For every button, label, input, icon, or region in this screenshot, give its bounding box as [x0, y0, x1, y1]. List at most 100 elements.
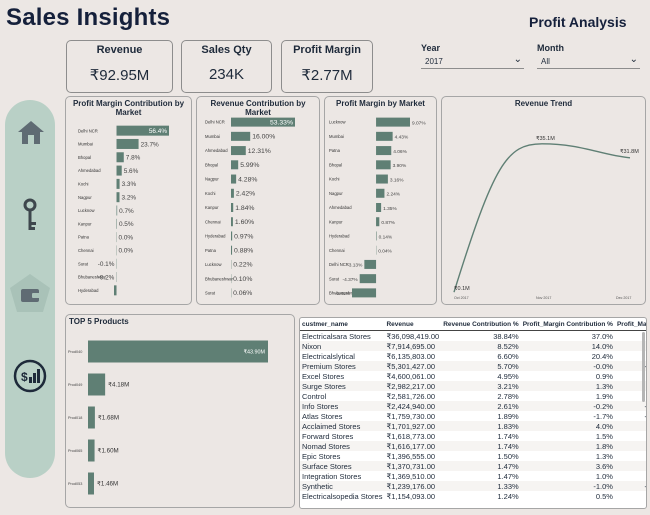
table-cell: 4.95% — [497, 371, 519, 381]
table-row[interactable]: Electricalslytical ₹6,135,803.00 6.60% 20.4… — [300, 351, 646, 361]
table-row[interactable]: Nomad Stores₹1,616,177.001.74%1.8%3.13% — [300, 441, 646, 451]
table-cell: 38.84% — [493, 331, 519, 341]
data-label: 0.0% — [119, 234, 134, 241]
category-label: Kanpur — [205, 205, 219, 210]
table-scrollbar[interactable] — [642, 332, 645, 402]
bar — [116, 205, 118, 216]
category-label: Hyderabad — [78, 288, 99, 293]
table-cell: 1.99% — [615, 471, 646, 481]
data-label: 1.35% — [383, 206, 397, 212]
key-icon[interactable] — [20, 198, 40, 239]
table-cell: 20.4% — [591, 351, 613, 361]
table-cell: 37.0% — [591, 331, 613, 341]
bar — [88, 406, 95, 429]
table-row[interactable]: Electricalsara Stores ₹36,098,419.00 38.84… — [300, 331, 646, 342]
data-label: ₹31.8M — [620, 148, 639, 155]
bar — [352, 288, 377, 298]
kpi-revenue-card: Revenue ₹92.95M — [66, 40, 173, 93]
bar — [231, 203, 234, 212]
table-row[interactable]: Atlas Stores ₹1,759,730.00 1.89% -1.7% -2.68… — [300, 411, 647, 421]
table-cell: ₹1,396,555.00 — [386, 451, 436, 461]
category-label: Nagpur — [329, 191, 343, 196]
table-row[interactable]: Epic Stores ₹1,396,555.00 1.50% 1.3%2.67% — [300, 451, 646, 461]
category-label: Nagpur — [205, 177, 219, 182]
category-label: Bhubaneshwar — [205, 276, 234, 281]
table-row[interactable]: Synthetic₹1,239,176.001.33%-1.0%-2.22% — [300, 481, 646, 491]
data-label: 0.14% — [379, 234, 393, 240]
table-cell: 14.0% — [520, 341, 615, 351]
category-label: Kochi — [205, 191, 216, 196]
table-cell: ₹2,424,940.00 — [384, 401, 442, 411]
table-row[interactable]: Surface Stores₹1,370,731.001.47%3.6%7.20… — [300, 461, 646, 471]
data-label: 5.99% — [240, 162, 259, 169]
data-label: 3.90% — [393, 163, 407, 169]
table-cell: 1.5% — [595, 431, 613, 441]
category-label: Prod065 — [68, 449, 82, 453]
table-row[interactable]: Info Stores₹2,424,940.002.61%-0.2%-0.18% — [300, 401, 646, 411]
data-label: 4.43% — [395, 135, 409, 141]
table-header-row: custmer_name Revenue Revenue Contributio… — [300, 318, 646, 331]
category-label: Kochi — [329, 177, 340, 182]
bar — [231, 217, 233, 227]
month-filter-dropdown[interactable]: All ⌄ — [537, 54, 640, 69]
bar — [376, 188, 385, 198]
data-label: 16.00% — [252, 134, 275, 141]
category-label: Delhi NCR — [205, 120, 225, 125]
bar — [116, 152, 124, 163]
chart-title: Profit Margin Contribution by Market — [72, 99, 185, 117]
chevron-down-icon: ⌄ — [629, 54, 638, 65]
bar — [231, 117, 295, 127]
wallet-icon[interactable] — [8, 272, 52, 321]
category-label: Bhopal — [78, 155, 91, 160]
home-icon[interactable] — [17, 118, 45, 151]
svg-text:$: $ — [21, 370, 28, 384]
category-label: Patna — [78, 235, 90, 240]
column-header[interactable]: Profit_Margin Contribution % — [520, 318, 615, 331]
table-row[interactable]: Control₹2,581,726.002.78%1.9%2.08% — [300, 391, 646, 401]
table-cell: ₹6,135,803.00 — [386, 351, 436, 361]
table-cell: 0.5% — [595, 491, 613, 501]
chart-svg: Lucknow 9.07% Mumbai 4.43% Patna 4.06% Bhopal 3… — [329, 117, 426, 298]
table-row[interactable]: Surge Stores₹2,982,217.003.21%1.3%1.17% — [300, 381, 646, 391]
data-label: 4.28% — [238, 176, 257, 183]
table-cell: 3.6% — [520, 461, 615, 471]
year-filter-value: 2017 — [425, 57, 443, 66]
data-label: 2.24% — [386, 192, 400, 198]
table-row[interactable]: Nixon₹7,914,695.008.52%14.0%4.90% — [300, 341, 646, 351]
column-header[interactable]: custmer_name — [300, 318, 385, 331]
table-cell: -2.68% — [644, 411, 647, 421]
table-cell: -0.0% — [520, 361, 615, 371]
table-cell: -1.7% — [593, 411, 613, 421]
table-row[interactable]: Premium Stores₹5,301,427.005.70%-0.0%-0.… — [300, 361, 646, 371]
data-label: 9.07% — [412, 120, 426, 126]
column-header[interactable]: Revenue — [384, 318, 442, 331]
table-cell: 2.61% — [441, 401, 521, 411]
kpi-label: Profit Margin — [293, 44, 361, 56]
category-label: Nagpur — [78, 195, 92, 200]
table-row[interactable]: Forward Stores ₹1,618,773.00 1.74% 1.5%2.62… — [300, 431, 646, 441]
table-row[interactable]: Excel Stores₹4,600,061.004.95%0.9%0.54% — [300, 371, 646, 381]
table-cell: -1.0% — [520, 481, 615, 491]
chart-svg: Prod040 ₹43.90M Prod049 ₹4.18M Prod018 ₹1.68M… — [68, 340, 268, 495]
year-filter-dropdown[interactable]: 2017 ⌄ — [421, 54, 524, 69]
table-cell: 1.9% — [595, 391, 613, 401]
data-label: 0.87% — [381, 220, 395, 226]
category-label: Hyderabad — [329, 234, 350, 239]
bar — [231, 146, 246, 156]
table-cell: 1.83% — [441, 421, 521, 431]
table-cell: Synthetic — [300, 481, 385, 491]
category-label: Chennai — [205, 219, 221, 224]
table-row[interactable]: Acclaimed Stores₹1,701,927.001.83%4.0%6.… — [300, 421, 646, 431]
money-growth-icon[interactable]: $ — [12, 358, 48, 399]
table-cell: 6.60% — [497, 351, 519, 361]
bar — [231, 131, 251, 141]
column-header[interactable]: Profit_Margin_% — [614, 318, 646, 331]
data-label: 56.4% — [149, 128, 167, 135]
column-header[interactable]: Revenue Contribution % — [441, 318, 521, 331]
table-cell: -2.22% — [614, 481, 646, 491]
bar — [376, 174, 388, 184]
table-cell: ₹1,616,177.00 — [384, 441, 442, 451]
bar — [231, 245, 233, 255]
table-row[interactable]: Integration Stores ₹1,369,510.00 1.47% 1.0%… — [300, 471, 646, 481]
table-row[interactable]: Electricalsopedia Stores ₹1,154,093.00 1.2… — [300, 491, 646, 501]
